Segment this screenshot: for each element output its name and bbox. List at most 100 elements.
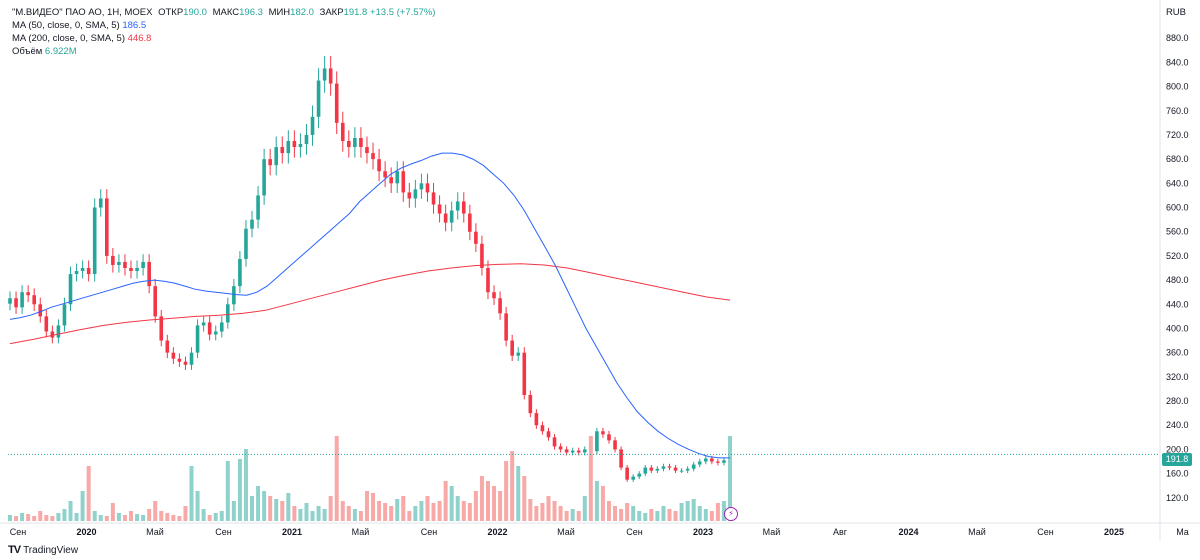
candle-body: [576, 450, 581, 453]
volume-bar: [395, 499, 400, 521]
candle-body: [468, 213, 472, 232]
ma200-row[interactable]: MA (200, close, 0, SMA, 5) 446.8: [12, 32, 435, 45]
volume-bar: [570, 509, 575, 521]
volume-bar: [613, 506, 618, 521]
volume-bar: [528, 499, 533, 521]
volume-bar: [195, 491, 200, 521]
close-label: ЗАКР: [319, 7, 344, 18]
x-tick-label: Май: [968, 527, 986, 537]
candle-body: [613, 440, 617, 450]
volume-bar: [98, 515, 103, 521]
candle-body: [359, 137, 363, 148]
volume-bar: [582, 496, 587, 521]
volume-bar: [649, 509, 654, 521]
candle-body: [540, 425, 545, 432]
volume-bar: [534, 506, 539, 521]
candle-body: [147, 261, 151, 287]
y-tick-label: 760.0: [1166, 106, 1189, 116]
volume-bar: [673, 511, 678, 521]
y-tick-label: 880.0: [1166, 33, 1189, 43]
volume-bar: [467, 503, 472, 521]
candle-body: [516, 352, 521, 356]
ma200-label: MA (200, close, 0, SMA, 5): [12, 33, 125, 44]
volume-bar: [606, 501, 611, 521]
candle-body: [353, 137, 357, 148]
candle-body: [546, 431, 551, 438]
low-label: МИН: [268, 7, 291, 18]
volume-bar: [177, 516, 182, 521]
candle-body: [177, 358, 182, 362]
symbol-title[interactable]: "М.ВИДЕО" ПАО АО, 1Н, MOEX: [12, 7, 153, 18]
candle-body: [256, 195, 260, 220]
candle-body: [32, 295, 37, 305]
volume-bar: [304, 503, 309, 521]
candle-body: [461, 201, 466, 214]
y-tick-label: 280.0: [1166, 396, 1189, 406]
candle-body: [280, 147, 285, 154]
candle-body: [401, 171, 406, 193]
candle-body: [50, 331, 55, 338]
y-tick-label: 640.0: [1166, 178, 1189, 188]
x-tick-label: 2025: [1104, 527, 1124, 537]
candle-body: [643, 467, 648, 474]
candle-body: [413, 189, 418, 199]
candle-body: [238, 258, 242, 287]
candle-body: [691, 464, 696, 469]
volume-bar: [334, 436, 339, 521]
volume-bar: [600, 486, 605, 521]
volume-bar: [522, 476, 527, 521]
candle-body: [165, 340, 170, 353]
candle-body: [213, 331, 218, 335]
y-tick-label: 800.0: [1166, 82, 1189, 92]
candle-body: [528, 395, 533, 414]
x-tick-label: 2021: [282, 527, 302, 537]
candle-body: [455, 201, 460, 211]
candle-body: [679, 470, 684, 472]
ohlc-row: "М.ВИДЕО" ПАО АО, 1Н, MOEX ОТКР190.0 МАК…: [12, 6, 435, 19]
candle-body: [105, 198, 109, 256]
volume-bar: [322, 509, 327, 521]
y-tick-label: 200.0: [1166, 444, 1189, 454]
candle-body: [558, 446, 563, 450]
candle-body: [371, 153, 375, 160]
volume-row[interactable]: Объём 6.922M: [12, 45, 435, 58]
candle-body: [334, 83, 339, 123]
volume-bar: [377, 501, 382, 521]
volume-bar: [141, 515, 146, 521]
volume-bar: [715, 503, 720, 521]
volume-bar: [431, 503, 436, 521]
volume-value: 6.922M: [44, 46, 77, 57]
candle-body: [298, 144, 303, 148]
candle-body: [171, 352, 176, 359]
x-tick-label: Май: [557, 527, 575, 537]
candle-body: [661, 466, 666, 469]
tradingview-logo-icon: TV: [8, 544, 21, 556]
ma50-row[interactable]: MA (50, close, 0, SMA, 5) 186.5: [12, 19, 435, 32]
volume-bar: [219, 511, 224, 521]
x-tick-label: Сен: [215, 527, 232, 537]
candle-body: [328, 68, 333, 84]
volume-bar: [667, 509, 672, 521]
x-tick-label: Сен: [1037, 527, 1054, 537]
candle-body: [14, 298, 18, 308]
volume-bar: [280, 501, 285, 521]
candle-body: [292, 141, 297, 148]
candle-body: [552, 437, 557, 447]
candle-body: [510, 340, 514, 356]
volume-bar: [637, 511, 642, 521]
volume-bar: [401, 496, 406, 521]
lightning-icon[interactable]: ⚡: [724, 507, 738, 521]
currency-label[interactable]: RUB: [1165, 7, 1186, 18]
volume-bar: [8, 515, 12, 521]
y-tick-label: 520.0: [1166, 251, 1189, 261]
candle-body: [92, 207, 97, 275]
tradingview-brand[interactable]: TV TradingView: [8, 544, 78, 556]
y-tick-label: 440.0: [1166, 299, 1189, 309]
volume-bar: [697, 506, 702, 521]
volume-bar: [207, 515, 212, 521]
candle-body: [262, 159, 266, 196]
open-label: ОТКР: [158, 7, 184, 18]
x-tick-label: Май: [146, 527, 164, 537]
high-value: 196.3: [239, 7, 263, 18]
